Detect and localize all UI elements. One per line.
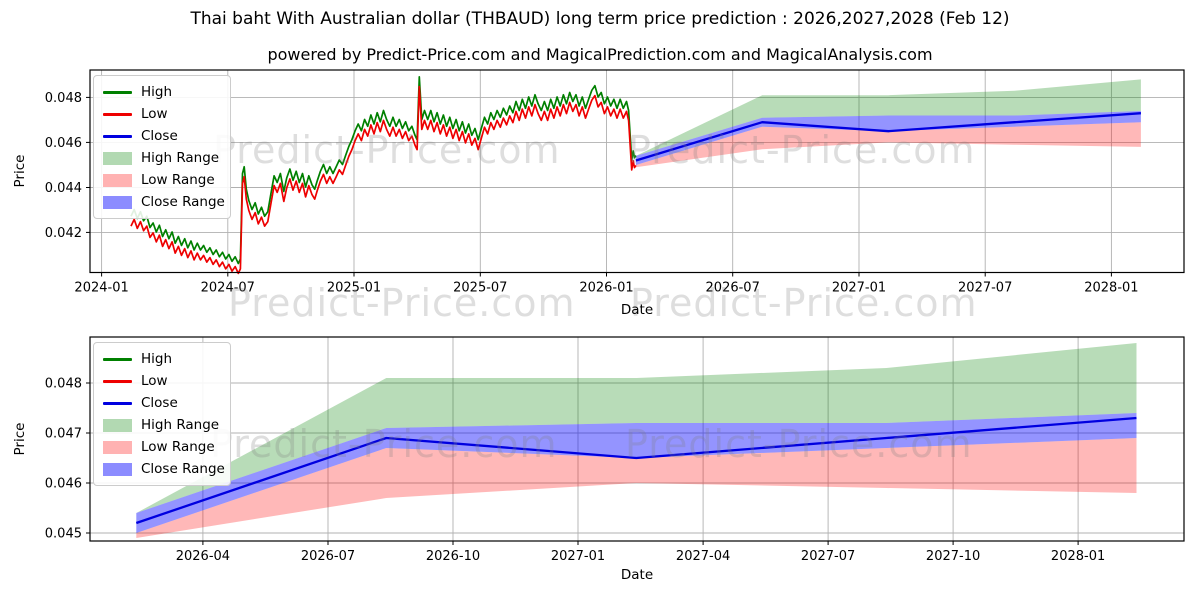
legend-item-high: High: [103, 81, 221, 103]
legend-label-low-range: Low Range: [141, 439, 215, 455]
close-line: [635, 112, 1141, 162]
legend-label-low: Low: [141, 106, 168, 122]
x-tick-label: 2025-01: [327, 281, 381, 296]
legend-label-high: High: [141, 84, 173, 100]
y-tick-label: 0.044: [45, 181, 82, 196]
top-chart-ylabel: Price: [12, 154, 28, 188]
y-tick-label: 0.042: [45, 226, 82, 241]
close-line-swatch: [103, 134, 132, 138]
close-range-band: [635, 111, 1141, 165]
high-range-swatch: [103, 151, 132, 165]
legend-label-close-range: Close Range: [141, 461, 225, 477]
page-title: Thai baht With Australian dollar (THBAUD…: [190, 9, 1010, 29]
bottom-chart: 2026-04 2026-07 2026-10 2027-01 2027-04 2027-…: [45, 336, 1185, 564]
low-line-swatch: [103, 379, 132, 383]
legend-label-high: High: [141, 351, 173, 367]
bottom-chart-xlabel: Date: [620, 567, 654, 583]
x-tick-label: 2026-01: [579, 281, 633, 296]
low-line: [130, 85, 637, 275]
y-tick-label: 0.048: [45, 91, 82, 106]
high-range-band: [136, 343, 1137, 513]
high-range-swatch: [103, 418, 132, 432]
legend-label-high-range: High Range: [141, 150, 220, 166]
top-chart-xlabel: Date: [620, 302, 654, 318]
legend-item-high: High: [103, 348, 221, 370]
high-line: [130, 75, 637, 265]
top-chart: 2024-01 2024-07 2025-01 2025-07 2026-01 2026-…: [45, 69, 1185, 296]
x-tick-label: 2026-07: [706, 281, 760, 296]
low-range-swatch: [103, 173, 132, 187]
legend-item-low: Low: [103, 103, 221, 125]
low-range-swatch: [103, 440, 132, 454]
top-chart-legend: High Low Close High Range Low Range Clos…: [93, 75, 231, 219]
x-tick-label: 2027-07: [958, 281, 1012, 296]
legend-item-low: Low: [103, 370, 221, 392]
legend-item-close: Close: [103, 125, 221, 147]
x-tick-label: 2027-10: [926, 549, 980, 564]
high-line-swatch: [103, 357, 132, 361]
legend-item-close: Close: [103, 392, 221, 414]
legend-label-close-range: Close Range: [141, 194, 225, 210]
close-range-swatch: [103, 462, 132, 476]
y-tick-labels: 0.045 0.046 0.047 0.048: [45, 377, 82, 542]
high-range-band: [635, 79, 1141, 156]
close-line-swatch: [103, 401, 132, 405]
legend-item-high-range: High Range: [103, 414, 221, 436]
legend-label-high-range: High Range: [141, 417, 220, 433]
legend-label-low-range: Low Range: [141, 172, 215, 188]
legend-label-low: Low: [141, 373, 168, 389]
low-range-band: [635, 122, 1141, 168]
y-tick-labels: 0.042 0.044 0.046 0.048: [45, 91, 82, 241]
x-tick-label: 2027-01: [551, 549, 605, 564]
high-line-swatch: [103, 90, 132, 94]
low-line-swatch: [103, 112, 132, 116]
legend-label-close: Close: [141, 128, 178, 144]
legend-item-low-range: Low Range: [103, 436, 221, 458]
grid: [90, 337, 1184, 541]
axis-frame: [89, 69, 1185, 274]
x-tick-label: 2028-01: [1084, 281, 1138, 296]
x-tick-label: 2027-04: [676, 549, 730, 564]
tick-marks: [86, 382, 1079, 545]
x-tick-label: 2026-10: [426, 549, 480, 564]
x-tick-label: 2024-07: [201, 281, 255, 296]
page-subtitle: powered by Predict-Price.com and Magical…: [267, 45, 933, 64]
y-tick-label: 0.046: [45, 477, 82, 492]
x-tick-label: 2026-04: [176, 549, 230, 564]
axis-frame: [89, 336, 1185, 542]
x-tick-label: 2024-01: [74, 281, 128, 296]
close-range-swatch: [103, 195, 132, 209]
x-tick-labels: 2024-01 2024-07 2025-01 2025-07 2026-01 2026-…: [74, 281, 1138, 296]
x-tick-label: 2025-07: [453, 281, 507, 296]
close-line: [135, 416, 1137, 525]
legend-item-high-range: High Range: [103, 147, 221, 169]
legend-label-close: Close: [141, 395, 178, 411]
close-range-band: [136, 413, 1137, 533]
x-tick-label: 2027-07: [801, 549, 855, 564]
x-tick-labels: 2026-04 2026-07 2026-10 2027-01 2027-04 2027-…: [176, 549, 1106, 564]
bottom-chart-legend: High Low Close High Range Low Range Clos…: [93, 342, 231, 486]
legend-item-close-range: Close Range: [103, 191, 225, 213]
y-tick-label: 0.048: [45, 377, 82, 392]
low-range-band: [136, 438, 1137, 538]
bottom-chart-ylabel: Price: [12, 422, 28, 456]
legend-item-low-range: Low Range: [103, 169, 221, 191]
y-tick-label: 0.046: [45, 136, 82, 151]
y-tick-label: 0.045: [45, 527, 82, 542]
x-tick-label: 2028-01: [1051, 549, 1105, 564]
x-tick-label: 2026-07: [301, 549, 355, 564]
x-tick-label: 2027-01: [832, 281, 886, 296]
tick-marks: [86, 96, 1112, 277]
y-tick-label: 0.047: [45, 427, 82, 442]
legend-item-close-range: Close Range: [103, 458, 225, 480]
